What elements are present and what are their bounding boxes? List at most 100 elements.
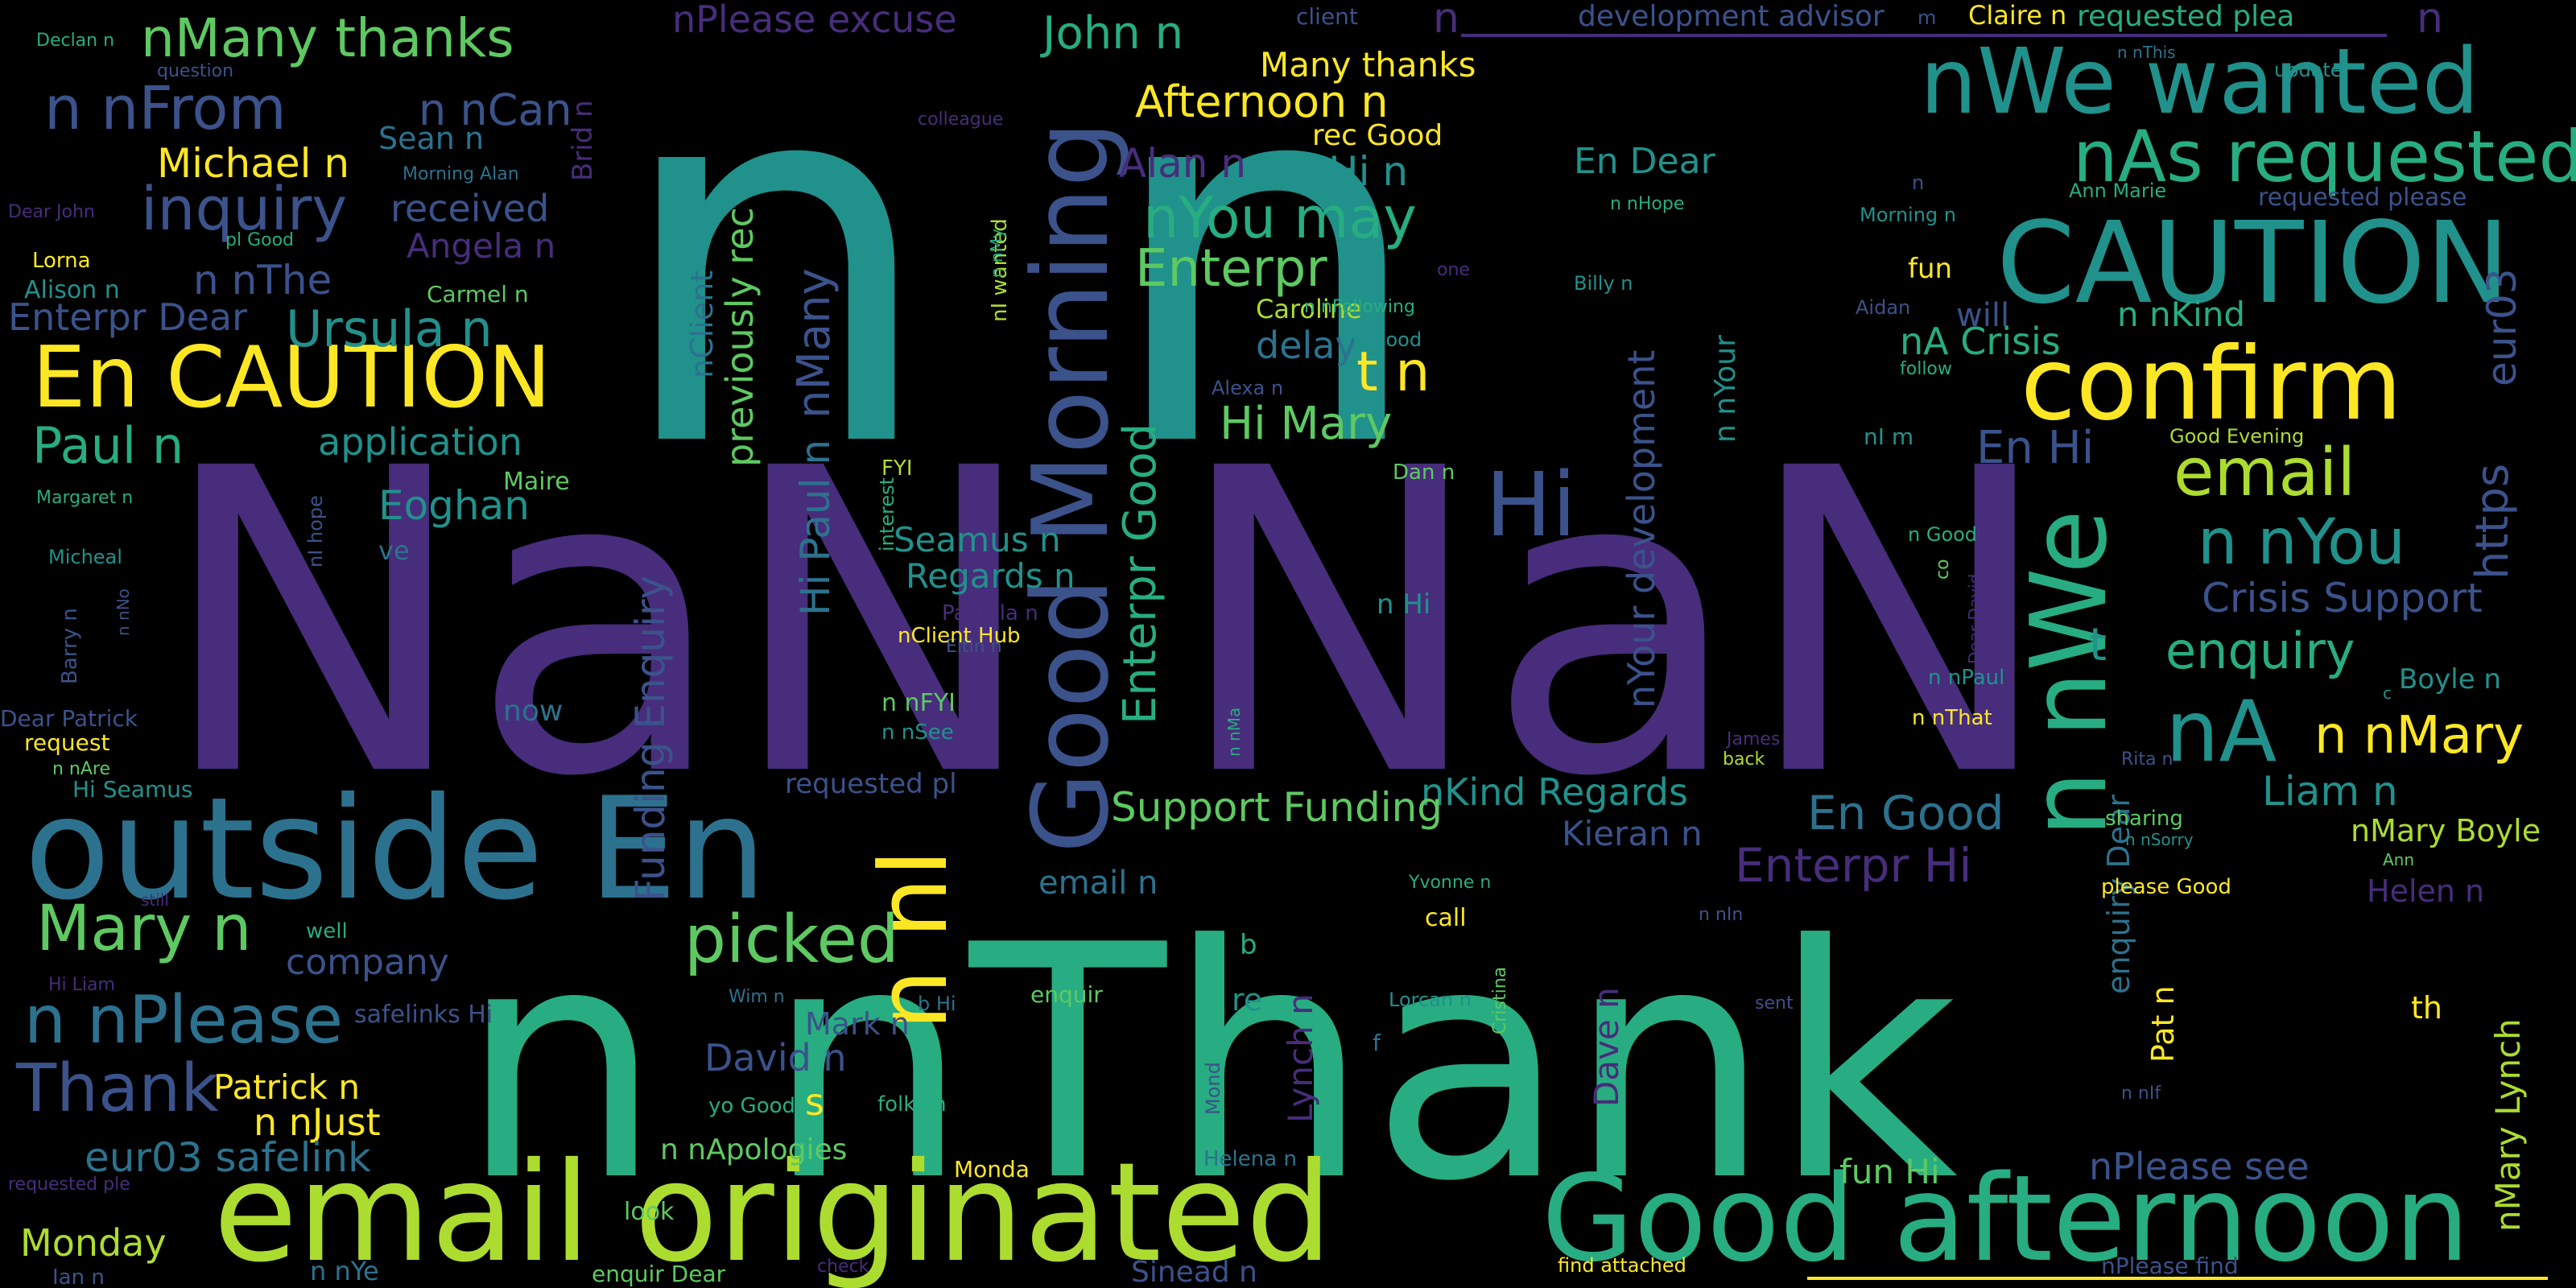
word: Carmel n <box>427 281 529 308</box>
word: Liam n <box>2262 768 2398 815</box>
word: n nYe <box>310 1256 379 1286</box>
word: ve <box>378 535 410 566</box>
word: Crisis Support <box>2202 575 2483 621</box>
word: Hi Seamus <box>72 776 193 803</box>
word: Enterpr <box>1135 239 1327 299</box>
word: Funding Enquiry <box>627 576 674 902</box>
word: Ann <box>2383 850 2414 869</box>
word: call <box>1425 904 1467 932</box>
word: Alison n <box>24 276 120 304</box>
word: En Dear <box>1574 141 1716 182</box>
word: rec Good <box>1312 119 1443 152</box>
word: nPlease excuse <box>672 0 957 41</box>
word: folks n <box>877 1092 947 1117</box>
word: Hi <box>1485 453 1576 556</box>
word: Pat n <box>2145 985 2181 1063</box>
word: Yvonne n <box>1408 873 1491 893</box>
word: Lorcan n <box>1389 989 1472 1011</box>
word: nPlease find <box>2101 1253 2239 1279</box>
word: picked <box>684 902 899 978</box>
word: Dear David <box>1965 574 1984 664</box>
word: n nMary <box>2314 706 2524 766</box>
word: n nPaul <box>1928 666 2004 690</box>
word: Michael n <box>157 140 349 187</box>
word: n nFYI <box>881 689 956 717</box>
word: Enterpr Hi <box>1735 838 1972 893</box>
word: Helen n <box>2367 873 2484 909</box>
word: Micheal <box>48 546 122 568</box>
word: n nSee <box>881 720 954 745</box>
word: Caroline <box>1256 294 1362 324</box>
word: Afternoon n <box>1135 76 1389 127</box>
word: nI m <box>1864 423 1913 450</box>
word: nAs requested <box>2073 115 2576 198</box>
word: f <box>1373 1030 1381 1056</box>
word: Seamus n <box>894 520 1061 559</box>
word: NaN NaN <box>157 380 2056 868</box>
word: Declan n <box>36 31 114 51</box>
word: n nCan <box>419 85 572 135</box>
word: requested ple <box>8 1174 130 1195</box>
word: requested plea <box>2077 0 2294 33</box>
word: eur03 safelink <box>85 1134 371 1181</box>
word: well <box>306 919 348 943</box>
word: Patrick n <box>213 1067 360 1107</box>
word: received <box>390 187 549 230</box>
word: Kieran n <box>1562 814 1703 853</box>
word: n nAre <box>52 759 110 779</box>
word: previously rec <box>718 207 762 467</box>
word: enquiry <box>2165 621 2355 680</box>
word: Ann Marie <box>2069 180 2166 202</box>
word: Monday <box>20 1221 167 1265</box>
word: nI wanted <box>988 218 1012 322</box>
word: email n <box>1038 865 1158 902</box>
word: Dear Patrick <box>0 705 138 732</box>
word: client <box>1296 3 1358 30</box>
word: n nNo <box>114 588 133 636</box>
word: En CAUTION <box>32 328 551 427</box>
word: b Good <box>1352 328 1422 351</box>
word: n nWe <box>2008 510 2130 837</box>
word: Good Evening <box>2169 425 2304 448</box>
word: n nThat <box>1912 706 1992 730</box>
word: Pamela n <box>942 601 1038 625</box>
word: FYI <box>881 456 913 481</box>
word: please Good <box>2101 875 2231 899</box>
word: Mond <box>1202 1062 1224 1115</box>
word: will <box>1956 297 2009 334</box>
word: Support Funding <box>1111 784 1443 831</box>
word: n nYou <box>2198 506 2405 579</box>
word: Alexa n <box>1212 377 1283 399</box>
word: n nThank <box>459 877 1958 1252</box>
word: n Good <box>1908 523 1977 546</box>
word: Dear John <box>8 202 95 222</box>
word: one <box>1437 260 1470 280</box>
word: confirm <box>2021 326 2402 443</box>
word: Eltin n <box>946 637 1002 657</box>
word: Mark n <box>805 1006 910 1042</box>
word: email <box>2174 435 2355 511</box>
word: sharing <box>2105 807 2183 831</box>
word: development advisor <box>1578 0 1885 33</box>
word: John n <box>1040 7 1183 60</box>
word: https <box>2467 464 2519 580</box>
word: interest <box>876 477 898 551</box>
word: Lynch n <box>1281 993 1320 1123</box>
word: Maire <box>503 468 570 496</box>
word: Ursula n <box>286 299 493 358</box>
word: sent <box>1755 993 1794 1013</box>
word: Enterpr Good <box>1114 423 1166 724</box>
word: Sean n <box>378 121 484 156</box>
word: outside En <box>24 768 766 931</box>
word: request <box>24 729 109 756</box>
word: requested pl <box>785 768 957 800</box>
word: CAUTION <box>1996 198 2510 329</box>
word: Morning n <box>1860 204 1956 226</box>
word: Wim n <box>729 987 785 1007</box>
word: nMary Boyle <box>2351 813 2541 848</box>
word: nI hope <box>304 495 327 568</box>
word: application <box>318 420 522 464</box>
word: n nIf <box>2121 1084 2161 1104</box>
